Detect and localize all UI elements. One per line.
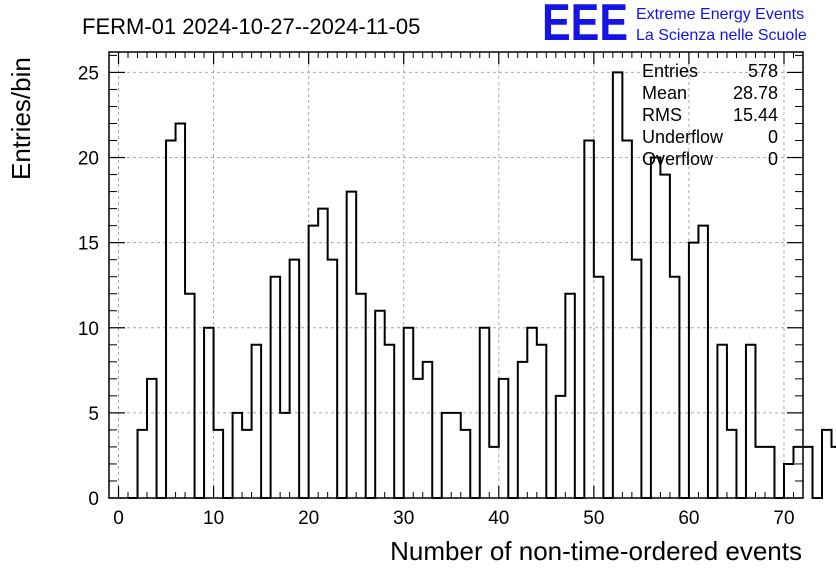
histogram-bin xyxy=(518,362,528,498)
histogram-bin xyxy=(613,72,623,498)
histogram-bin xyxy=(375,311,385,498)
histogram-bin xyxy=(147,379,157,498)
stats-rms-value: 15.44 xyxy=(733,105,778,125)
histogram-bin xyxy=(594,277,604,498)
histogram-bin xyxy=(765,447,775,498)
stats-underflow-label: Underflow xyxy=(642,127,724,147)
histogram-bin xyxy=(499,379,509,498)
histogram-bin xyxy=(746,345,756,498)
axis-ticks: 0 10 20 30 40 50 60 70 0 5 10 15 20 25 xyxy=(78,52,804,529)
x-tick-label: 10 xyxy=(203,508,224,529)
histogram-bin xyxy=(793,447,803,498)
stats-overflow-label: Overflow xyxy=(642,149,714,169)
stats-underflow-value: 0 xyxy=(768,127,778,147)
histogram-bin xyxy=(822,430,832,498)
histogram-bin xyxy=(537,345,547,498)
histogram-bin xyxy=(252,345,262,498)
histogram-bin xyxy=(451,413,461,498)
x-tick-label: 20 xyxy=(298,508,319,529)
histogram-bin xyxy=(413,379,423,498)
histogram-bin xyxy=(185,294,195,498)
histogram-bin xyxy=(689,243,699,498)
x-axis-label: Number of non-time-ordered events xyxy=(390,536,802,566)
histogram-bin xyxy=(755,447,765,498)
x-tick-label: 30 xyxy=(393,508,414,529)
histogram-bin xyxy=(584,141,594,498)
y-axis-label: Entries/bin xyxy=(6,57,36,180)
y-tick-label: 0 xyxy=(88,489,99,510)
stats-rms-label: RMS xyxy=(642,105,682,125)
plot-frame xyxy=(108,51,804,499)
histogram-outline xyxy=(128,71,836,499)
histogram-bin xyxy=(214,430,224,498)
y-tick-label: 25 xyxy=(78,63,99,84)
grid-lines xyxy=(109,52,803,499)
histogram-bin xyxy=(385,345,395,498)
logo-line-1: Extreme Energy Events xyxy=(636,6,804,23)
x-tick-label: 60 xyxy=(678,508,699,529)
histogram-bin xyxy=(328,260,338,498)
histogram-bin xyxy=(556,396,566,498)
x-tick-label: 0 xyxy=(113,508,124,529)
histogram-bin xyxy=(698,226,708,498)
logo-line-2: La Scienza nelle Scuole xyxy=(636,27,807,44)
stats-mean-label: Mean xyxy=(642,83,687,103)
histogram-bin xyxy=(489,447,499,498)
x-tick-label: 50 xyxy=(583,508,604,529)
logo-mark: EEE xyxy=(542,0,628,52)
y-tick-label: 20 xyxy=(78,149,99,170)
histogram-bin xyxy=(166,141,176,498)
histogram-bin xyxy=(727,430,737,498)
histogram-bin xyxy=(423,362,433,498)
eee-logo: EEE Extreme Energy Events La Scienza nel… xyxy=(542,0,807,52)
histogram-bin xyxy=(290,260,300,498)
histogram-bin xyxy=(565,294,575,498)
stats-mean-value: 28.78 xyxy=(733,83,778,103)
histogram-bin xyxy=(280,413,290,498)
histogram-bin xyxy=(660,175,670,498)
histogram-bin xyxy=(622,141,632,498)
x-tick-label: 70 xyxy=(773,508,794,529)
histogram-bin xyxy=(832,447,836,498)
histogram-bin xyxy=(176,123,186,498)
chart-title: FERM-01 2024-10-27--2024-11-05 xyxy=(82,14,420,39)
histogram-bin xyxy=(309,226,319,498)
histogram-bin xyxy=(138,430,148,498)
histogram-bin xyxy=(717,345,727,498)
histogram-bin xyxy=(271,277,281,498)
stats-entries-label: Entries xyxy=(642,61,698,81)
stats-overflow-value: 0 xyxy=(768,149,778,169)
histogram-bin xyxy=(347,192,357,498)
histogram-bin xyxy=(442,413,452,498)
y-tick-label: 10 xyxy=(78,319,99,340)
histogram-bin xyxy=(670,277,680,498)
stats-box: Entries 578 Mean 28.78 RMS 15.44 Underfl… xyxy=(642,61,778,169)
histogram-bars xyxy=(128,71,836,499)
histogram-bin xyxy=(784,464,794,498)
histogram-bin xyxy=(233,413,243,498)
histogram-bin xyxy=(803,447,813,498)
histogram-bin xyxy=(242,430,252,498)
y-tick-label: 5 xyxy=(88,404,99,425)
histogram-bin xyxy=(318,209,328,498)
histogram-bin xyxy=(356,294,366,498)
y-tick-label: 15 xyxy=(78,234,99,255)
histogram-bin xyxy=(632,260,642,498)
histogram-bin xyxy=(461,430,471,498)
stats-entries-value: 578 xyxy=(748,61,778,81)
x-tick-label: 40 xyxy=(488,508,509,529)
